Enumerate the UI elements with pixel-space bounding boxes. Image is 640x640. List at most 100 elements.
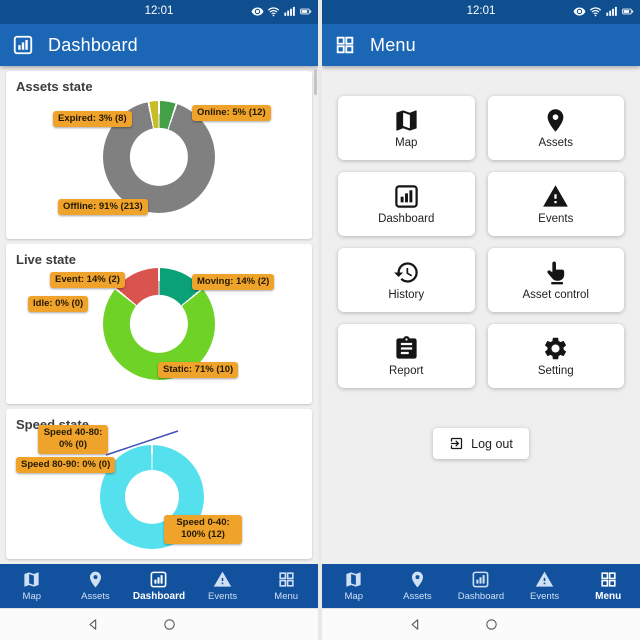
battery-icon — [621, 5, 634, 18]
nav-item-menu[interactable]: Menu — [576, 564, 640, 608]
events-icon — [213, 570, 232, 589]
status-time: 12:01 — [144, 5, 174, 17]
menu-icon — [599, 570, 618, 589]
menu-button-label: Dashboard — [378, 213, 435, 225]
chart-badge: Speed 80-90: 0% (0) — [16, 457, 116, 474]
menu-button-history[interactable]: History — [338, 248, 475, 312]
donut-chart — [103, 101, 215, 213]
assets-icon — [542, 107, 569, 134]
scrollbar[interactable] — [314, 69, 317, 95]
donut-hole — [129, 127, 189, 187]
nav-item-label: Assets — [403, 591, 432, 602]
nav-item-map[interactable]: Map — [0, 564, 64, 608]
logout-row: Log out — [322, 428, 640, 459]
eye-icon — [573, 5, 586, 18]
menu-icon — [334, 34, 356, 56]
menu-button-setting[interactable]: Setting — [487, 324, 624, 388]
menu-button-report[interactable]: Report — [338, 324, 475, 388]
chart-badge: Speed 0-40: 100% (12) — [164, 515, 242, 544]
home-icon[interactable] — [484, 617, 499, 632]
nav-item-dashboard[interactable]: Dashboard — [127, 564, 191, 608]
menu-button-label: Setting — [537, 365, 574, 377]
nav-item-map[interactable]: Map — [322, 564, 386, 608]
nav-item-events[interactable]: Events — [513, 564, 577, 608]
chart-badge: Online: 5% (12) — [192, 105, 271, 122]
app-bar: Menu — [322, 24, 640, 66]
android-nav-bar — [322, 608, 640, 640]
menu-button-label: Asset control — [522, 289, 589, 301]
nav-item-label: Menu — [274, 591, 299, 602]
back-icon[interactable] — [408, 617, 423, 632]
page-title: Menu — [370, 34, 416, 55]
menu-button-map[interactable]: Map — [338, 96, 475, 160]
status-time: 12:01 — [466, 5, 496, 17]
logout-icon — [449, 436, 464, 451]
nav-item-assets[interactable]: Assets — [64, 564, 128, 608]
dashboard-icon — [393, 183, 420, 210]
status-bar: 12:01 — [0, 0, 318, 24]
chart-card: Speed stateSpeed 40-80: 0% (0)Speed 80-9… — [6, 409, 312, 559]
history-icon — [393, 259, 420, 286]
chart-card: Live state Event: 14% (2) Moving: 14% (2) I… — [6, 244, 312, 404]
dashboard-icon — [149, 570, 168, 589]
chart-title: Assets state — [16, 79, 93, 94]
nav-item-label: Map — [22, 591, 42, 602]
chart-badge: Expired: 3% (8) — [53, 111, 132, 128]
menu-button-dashboard[interactable]: Dashboard — [338, 172, 475, 236]
menu-icon — [277, 570, 296, 589]
dashboard-content: Assets state Expired: 3% (8) Online: 5% (1… — [0, 66, 318, 564]
menu-button-assets[interactable]: Assets — [487, 96, 624, 160]
events-icon — [535, 570, 554, 589]
menu-button-label: Events — [538, 213, 574, 225]
chart-badge: Offline: 91% (213) — [58, 199, 148, 216]
setting-icon — [542, 335, 569, 362]
nav-item-label: Events — [208, 591, 238, 602]
chart-card: Assets state Expired: 3% (8) Online: 5% (1… — [6, 71, 312, 239]
dashboard-icon — [471, 570, 490, 589]
android-nav-bar — [0, 608, 318, 640]
status-icons — [251, 5, 312, 18]
dashboard-icon — [12, 34, 34, 56]
nav-item-label: Events — [530, 591, 560, 602]
menu-button-label: Report — [388, 365, 424, 377]
assets-icon — [86, 570, 105, 589]
donut-hole — [129, 294, 189, 354]
asset-control-icon — [542, 259, 569, 286]
menu-button-asset-control[interactable]: Asset control — [487, 248, 624, 312]
page-title: Dashboard — [48, 34, 138, 55]
assets-icon — [408, 570, 427, 589]
nav-item-label: Map — [344, 591, 364, 602]
back-icon[interactable] — [86, 617, 101, 632]
donut-chart — [100, 445, 204, 549]
battery-icon — [299, 5, 312, 18]
app-bar: Dashboard — [0, 24, 318, 66]
menu-button-label: History — [388, 289, 425, 301]
map-icon — [344, 570, 363, 589]
nav-item-menu[interactable]: Menu — [254, 564, 318, 608]
menu-content: Map Assets Dashboard Events History Asset con… — [322, 66, 640, 564]
chart-badge: Event: 14% (2) — [50, 272, 125, 289]
events-icon — [542, 183, 569, 210]
chart-title: Live state — [16, 252, 76, 267]
bottom-nav: Map Assets Dashboard Events Menu — [0, 564, 318, 608]
nav-item-assets[interactable]: Assets — [386, 564, 450, 608]
map-icon — [393, 107, 420, 134]
nav-item-events[interactable]: Events — [191, 564, 255, 608]
menu-button-label: Map — [395, 137, 418, 149]
bottom-nav: Map Assets Dashboard Events Menu — [322, 564, 640, 608]
signal-icon — [283, 5, 296, 18]
status-bar: 12:01 — [322, 0, 640, 24]
home-icon[interactable] — [162, 617, 177, 632]
signal-icon — [605, 5, 618, 18]
nav-item-label: Dashboard — [457, 591, 505, 602]
nav-item-label: Menu — [595, 591, 622, 602]
eye-icon — [251, 5, 264, 18]
logout-button[interactable]: Log out — [433, 428, 529, 459]
menu-button-events[interactable]: Events — [487, 172, 624, 236]
nav-item-dashboard[interactable]: Dashboard — [449, 564, 513, 608]
menu-screen: 12:01 Menu Map Assets Dashboard Events Histo… — [322, 0, 640, 640]
chart-badge: Static: 71% (10) — [158, 362, 239, 379]
map-icon — [22, 570, 41, 589]
logout-label: Log out — [471, 436, 513, 451]
